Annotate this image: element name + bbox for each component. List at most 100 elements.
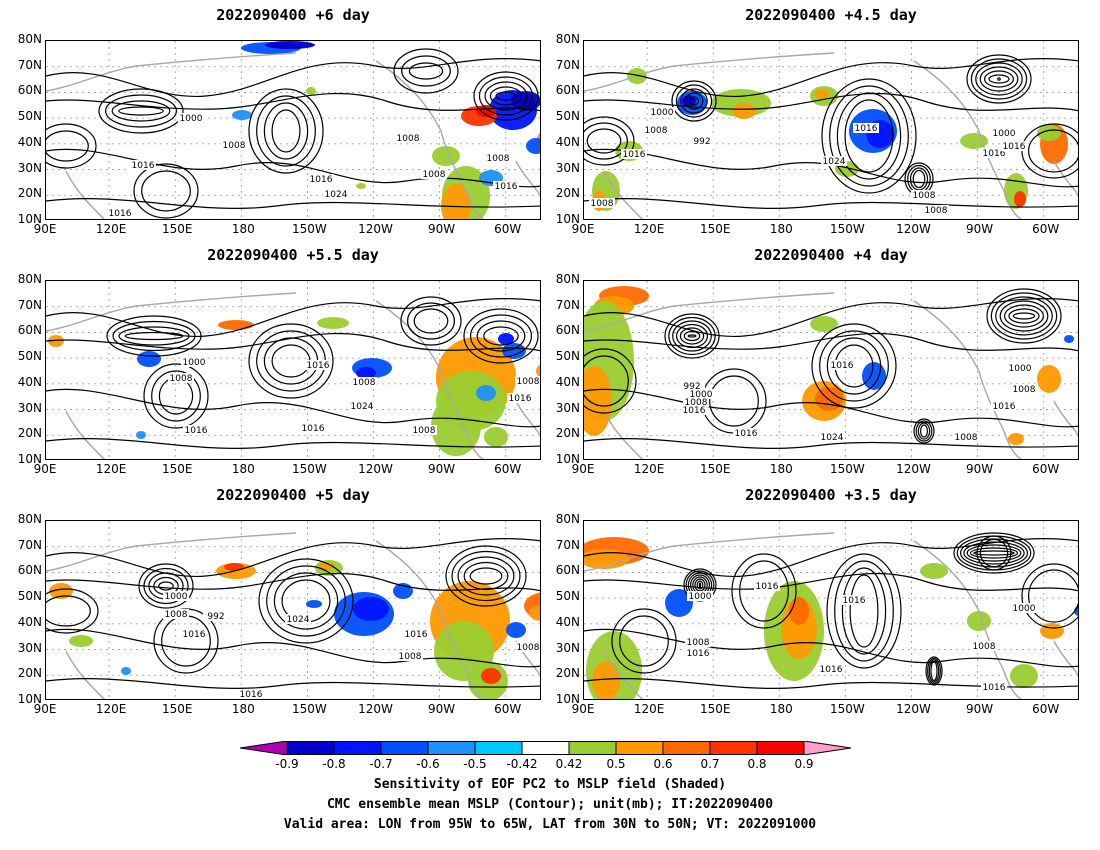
isobar-label: 1016 — [1003, 142, 1026, 152]
isobar — [671, 80, 717, 122]
isobar — [46, 588, 99, 634]
isobar — [584, 148, 1078, 188]
lat-tick-label: 70N — [17, 297, 42, 312]
isobar-label: 1016 — [820, 665, 843, 675]
isobar — [584, 92, 1078, 112]
isobar — [680, 88, 708, 114]
lat-tick-label: 70N — [17, 57, 42, 72]
isobar-label: 1016 — [735, 429, 758, 439]
shading-patch — [665, 589, 693, 617]
isobar — [469, 567, 503, 585]
isobar — [158, 581, 174, 591]
lat-tick-label: 20N — [17, 186, 42, 201]
isobar-label: 1008 — [973, 642, 996, 652]
isobar-labels: 1000 1008 1016 1016 1024 1016 1008 1008 1008 1016 — [107, 113, 519, 219]
isobar — [483, 326, 519, 346]
isobar — [463, 308, 539, 364]
isobar — [46, 572, 540, 592]
isobar — [445, 545, 527, 607]
isobar-label: 1008 — [223, 141, 246, 151]
lat-tick-label: 40N — [17, 614, 42, 629]
lon-tick-label: 90E — [33, 222, 57, 236]
shading-patch — [1037, 365, 1061, 393]
lat-tick-label: 80N — [555, 272, 580, 286]
lon-tick-label: 60W — [1032, 462, 1060, 476]
isobar — [46, 92, 540, 112]
lat-tick-label: 10N — [555, 212, 580, 226]
isobar-label: 1008 — [925, 206, 948, 216]
lon-tick-label: 90E — [571, 702, 595, 716]
shading-patch — [218, 320, 254, 330]
colorbar-tick-label: 0.5 — [606, 757, 626, 771]
lon-tick-label: 150E — [699, 222, 731, 236]
shading-patch — [810, 316, 838, 332]
lat-tick-label: 60N — [555, 323, 580, 338]
shading-patch — [432, 146, 460, 166]
lat-tick-label: 10N — [555, 452, 580, 466]
isobar — [709, 375, 759, 427]
lon-tick-label: 90W — [428, 702, 456, 716]
isobar-label: 1016 — [307, 361, 330, 371]
lat-tick-label: 30N — [17, 400, 42, 415]
isobar — [698, 582, 702, 588]
panel-title: 2022090400 +3.5 day — [745, 486, 917, 504]
caption-line-2: CMC ensemble mean MSLP (Contour); unit(m… — [326, 797, 774, 812]
isobar — [1028, 129, 1078, 173]
isobar — [701, 368, 767, 434]
isobar — [584, 355, 629, 407]
isobar — [46, 388, 540, 428]
colorbar-segment — [240, 741, 288, 755]
isobar — [413, 308, 449, 334]
isobar-label: 1016 — [183, 630, 206, 640]
lon-tick-label: 120W — [896, 462, 931, 476]
lon-tick-label: 120E — [633, 222, 665, 236]
lat-tick-label: 30N — [555, 400, 580, 415]
isobar-contours — [584, 288, 1078, 449]
isobar-label: 1016 — [109, 209, 132, 219]
lon-tick-label: 180 — [231, 462, 255, 476]
isobar — [470, 314, 533, 358]
isobar — [401, 55, 451, 87]
isobar — [263, 102, 309, 160]
isobar — [584, 116, 635, 166]
isobar — [976, 535, 1012, 571]
isobar — [495, 91, 517, 101]
isobar — [151, 370, 201, 422]
isobar — [98, 88, 184, 134]
isobar-label: 1000 — [689, 592, 712, 602]
isobar — [979, 538, 1009, 568]
isobar-label: 1024 — [821, 433, 844, 443]
isobar — [679, 327, 705, 345]
lat-tick-label: 20N — [555, 666, 580, 681]
isobar — [584, 438, 1078, 449]
shading-patch — [506, 622, 526, 638]
isobar — [118, 106, 164, 116]
colorbar-segment — [333, 741, 382, 755]
isobar-label: 1000 — [690, 390, 713, 400]
isobar-label: 1024 — [325, 190, 348, 200]
lat-tick-label: 80N — [17, 512, 42, 526]
isobar-label: 992 — [693, 137, 710, 147]
isobar-label: 1016 — [756, 582, 779, 592]
isobar — [584, 122, 628, 160]
colorbar-segment — [380, 741, 429, 755]
isobar — [478, 76, 534, 116]
colorbar-segment — [286, 741, 335, 755]
isobar — [1012, 312, 1036, 320]
sensitivity-shading — [592, 68, 1068, 211]
shading-patch — [318, 562, 334, 570]
shading-patch — [137, 351, 161, 367]
lon-tick-label: 150E — [699, 702, 731, 716]
shading-patch — [1010, 664, 1038, 688]
isobar — [248, 323, 334, 399]
isobar — [966, 54, 1032, 104]
colorbar-tick-label: 0.42 — [555, 757, 583, 771]
isobar — [584, 198, 1078, 209]
lat-tick-label: 30N — [17, 160, 42, 175]
isobar — [731, 553, 797, 629]
lat-tick-label: 50N — [17, 349, 42, 364]
colorbar-tick-label: -0.5 — [463, 757, 487, 771]
lat-tick-label: 70N — [17, 537, 42, 552]
sensitivity-shading — [49, 560, 540, 699]
isobar — [912, 169, 926, 189]
